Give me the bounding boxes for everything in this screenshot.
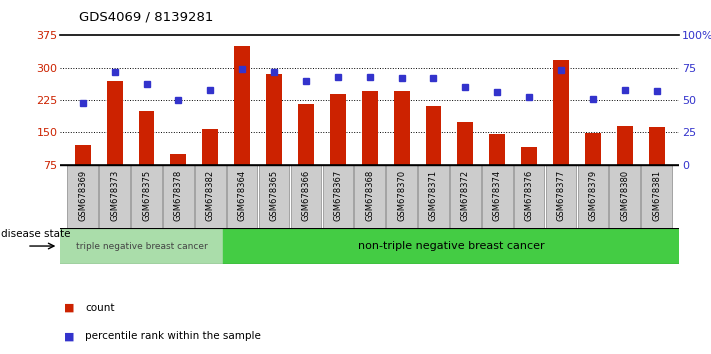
Text: GSM678379: GSM678379	[589, 170, 597, 221]
FancyBboxPatch shape	[195, 165, 225, 228]
FancyBboxPatch shape	[546, 165, 577, 228]
Text: GSM678370: GSM678370	[397, 170, 406, 221]
Text: disease state: disease state	[1, 229, 71, 239]
Bar	[553, 60, 569, 165]
Text: GSM678369: GSM678369	[78, 170, 87, 221]
Bar	[107, 81, 122, 165]
FancyBboxPatch shape	[163, 165, 193, 228]
Text: GSM678381: GSM678381	[652, 170, 661, 221]
Bar	[203, 129, 218, 165]
Text: GSM678374: GSM678374	[493, 170, 502, 221]
Bar	[617, 126, 633, 165]
FancyBboxPatch shape	[609, 165, 640, 228]
Bar	[585, 133, 601, 165]
Bar	[171, 154, 186, 165]
FancyBboxPatch shape	[354, 165, 385, 228]
Text: percentile rank within the sample: percentile rank within the sample	[85, 331, 261, 341]
FancyBboxPatch shape	[482, 165, 513, 228]
FancyBboxPatch shape	[450, 165, 481, 228]
Text: GSM678372: GSM678372	[461, 170, 470, 221]
Text: triple negative breast cancer: triple negative breast cancer	[76, 241, 208, 251]
FancyBboxPatch shape	[386, 165, 417, 228]
Text: GSM678364: GSM678364	[237, 170, 247, 221]
Bar	[521, 147, 537, 165]
FancyBboxPatch shape	[259, 165, 289, 228]
FancyBboxPatch shape	[514, 165, 545, 228]
Bar	[60, 228, 223, 264]
FancyBboxPatch shape	[132, 165, 162, 228]
Text: GSM678377: GSM678377	[557, 170, 565, 221]
FancyBboxPatch shape	[418, 165, 449, 228]
Text: GSM678365: GSM678365	[269, 170, 279, 221]
Text: GSM678380: GSM678380	[620, 170, 629, 221]
Bar	[75, 145, 91, 165]
Text: GSM678368: GSM678368	[365, 170, 374, 221]
Text: GSM678367: GSM678367	[333, 170, 342, 221]
Text: ■: ■	[64, 303, 75, 313]
FancyBboxPatch shape	[291, 165, 321, 228]
Bar	[394, 91, 410, 165]
FancyBboxPatch shape	[641, 165, 672, 228]
Bar	[298, 104, 314, 165]
FancyBboxPatch shape	[323, 165, 353, 228]
Text: GSM678382: GSM678382	[205, 170, 215, 221]
Text: GSM678366: GSM678366	[301, 170, 311, 221]
Text: GSM678371: GSM678371	[429, 170, 438, 221]
Bar	[489, 135, 506, 165]
Text: count: count	[85, 303, 114, 313]
Text: GDS4069 / 8139281: GDS4069 / 8139281	[79, 11, 213, 24]
Bar	[330, 93, 346, 165]
Text: GSM678373: GSM678373	[110, 170, 119, 221]
Bar	[362, 91, 378, 165]
Bar	[139, 111, 154, 165]
FancyBboxPatch shape	[577, 165, 608, 228]
FancyBboxPatch shape	[68, 165, 98, 228]
Bar	[648, 127, 665, 165]
Bar	[234, 46, 250, 165]
Text: GSM678376: GSM678376	[525, 170, 534, 221]
Text: ■: ■	[64, 331, 75, 341]
Bar	[425, 107, 442, 165]
FancyBboxPatch shape	[100, 165, 130, 228]
Text: GSM678375: GSM678375	[142, 170, 151, 221]
Bar	[223, 228, 679, 264]
FancyBboxPatch shape	[227, 165, 257, 228]
Bar	[266, 74, 282, 165]
Text: non-triple negative breast cancer: non-triple negative breast cancer	[358, 241, 545, 251]
Text: GSM678378: GSM678378	[174, 170, 183, 221]
Bar	[457, 121, 474, 165]
